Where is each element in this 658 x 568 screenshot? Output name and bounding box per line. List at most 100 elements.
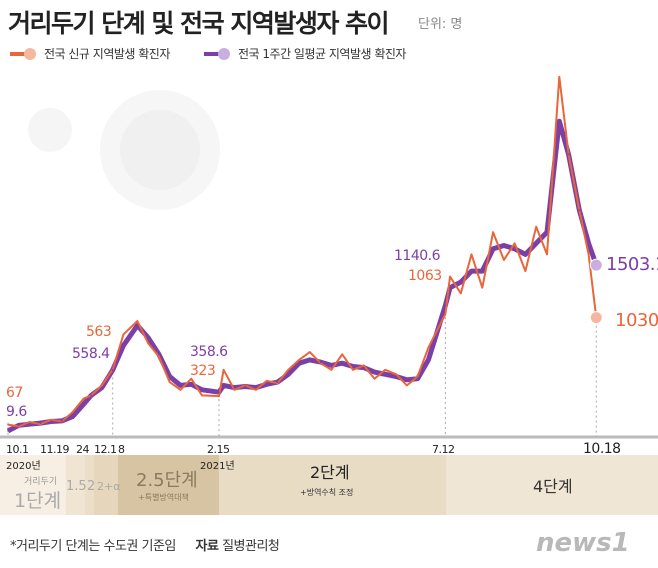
avg-point — [578, 209, 581, 211]
avg-point — [481, 270, 484, 272]
chart-title: 거리두기 단계 및 전국 지역발생자 추이 — [8, 9, 390, 38]
x-tick-label: 10.18 — [583, 441, 621, 457]
avg-point — [61, 420, 63, 422]
stage-label-2-alpha: 2+α — [97, 480, 120, 493]
avg-point — [449, 286, 451, 289]
avg-point — [265, 383, 268, 386]
daily-point — [147, 342, 149, 345]
unit-label: 단위: 명 — [418, 17, 463, 32]
avg-point — [524, 253, 527, 256]
daily-point — [7, 423, 9, 426]
footnote-text: *거리두기 단계는 수도권 기준임 — [10, 539, 176, 554]
annotation-daily: 1030 — [615, 310, 658, 331]
daily-end-dot — [589, 311, 603, 325]
daily-point — [17, 425, 20, 428]
avg-point — [546, 231, 548, 233]
daily-point — [546, 253, 548, 256]
avg-point — [255, 386, 257, 389]
daily-point — [298, 359, 300, 361]
daily-point — [265, 380, 268, 382]
daily-point — [168, 381, 171, 383]
daily-point — [218, 395, 220, 397]
daily-point — [558, 76, 561, 78]
daily-point — [276, 382, 279, 384]
avg-point — [330, 364, 333, 367]
x-tick-label: 11.19 — [40, 443, 69, 456]
avg-point — [276, 381, 279, 383]
avg-point — [373, 371, 376, 373]
stage-label-2-5: 2.5단계 — [136, 470, 198, 491]
annotation-avg: 558.4 — [72, 346, 110, 362]
news1-logo: news1 — [536, 528, 630, 558]
legend-label-avg: 전국 1주간 일평균 지역발생 확진자 — [238, 47, 406, 61]
daily-point — [158, 355, 160, 358]
daily-point — [82, 397, 85, 400]
legend-avg: 전국 1주간 일평균 지역발생 확진자 — [204, 45, 406, 62]
daily-point — [384, 369, 387, 371]
avg-point — [147, 336, 149, 339]
daily-point — [362, 364, 365, 367]
daily-point — [459, 292, 462, 295]
stage-label-4: 4단계 — [533, 477, 573, 496]
daily-point — [341, 353, 343, 356]
daily-point — [416, 375, 419, 378]
daily-point — [395, 373, 397, 376]
avg-point — [158, 353, 160, 356]
daily-point — [330, 369, 333, 371]
avg-point — [384, 373, 387, 376]
avg-point — [492, 248, 494, 250]
x-tick-label: 8 — [118, 443, 125, 456]
avg-point — [233, 386, 236, 389]
avg-point — [362, 366, 365, 369]
daily-point — [244, 384, 246, 387]
stage-label-2: 2단계 — [310, 463, 350, 482]
virus-decoration — [28, 90, 220, 210]
stage-band — [219, 455, 446, 515]
daily-point — [71, 411, 74, 413]
stage-label-sub: 거리두기 — [24, 476, 57, 487]
avg-point — [287, 373, 290, 376]
daily-point — [406, 384, 408, 387]
avg-point — [319, 361, 322, 363]
avg-point — [352, 365, 354, 368]
annotation-avg: 1503.1 — [606, 254, 658, 275]
daily-point — [233, 389, 236, 391]
stage-label-1-5: 1.5 — [66, 479, 87, 494]
annotation-daily: 323 — [190, 363, 215, 379]
avg-point — [179, 384, 182, 387]
avg-point — [39, 422, 42, 424]
annotation-avg: 1140.6 — [394, 248, 441, 264]
annotation-daily: 1063 — [408, 268, 442, 284]
source-text: 질병관리청 — [222, 539, 280, 554]
stage-band — [118, 455, 219, 515]
annotation-daily: 563 — [86, 324, 111, 340]
daily-point — [122, 333, 125, 336]
x-tick-label: 2.15 — [207, 443, 230, 456]
avg-point — [558, 120, 561, 122]
daily-point — [492, 231, 494, 233]
daily-point — [39, 423, 42, 426]
daily-point — [481, 286, 484, 289]
stage-band — [0, 455, 66, 515]
stage-sub-2: +방역수칙 조정 — [300, 487, 353, 497]
avg-point — [50, 420, 52, 423]
daily-point — [352, 369, 354, 371]
avg-point — [201, 389, 203, 391]
avg-point — [71, 415, 74, 418]
x-tick-label: 24 — [76, 443, 89, 456]
stage-band — [66, 455, 85, 515]
x-tick-label: 10.1 — [6, 443, 29, 456]
daily-point — [373, 377, 376, 380]
avg-point — [222, 384, 225, 387]
avg-point — [427, 359, 430, 361]
x-tick-label: 12.1 — [94, 443, 117, 456]
daily-point — [101, 384, 103, 387]
daily-point — [503, 259, 505, 261]
stage-band — [94, 455, 118, 515]
avg-point — [90, 394, 92, 397]
avg-point — [309, 359, 311, 361]
avg-point — [17, 424, 20, 427]
daily-point — [309, 351, 311, 353]
avg-point — [567, 153, 570, 156]
